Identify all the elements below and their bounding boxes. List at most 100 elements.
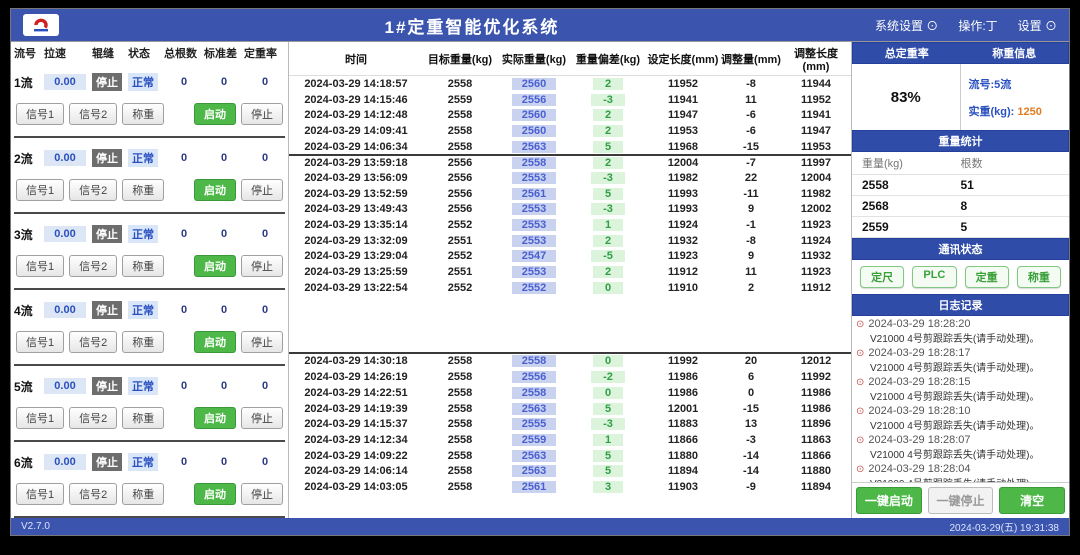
cell-target-weight: 2558 <box>447 386 473 399</box>
log-entry: ⊙2024-03-29 18:28:04V21000 4号剪跟踪丢失(请手动处理… <box>856 463 1065 482</box>
log-alert-icon: ⊙ <box>856 318 865 330</box>
signal2-button[interactable]: 信号2 <box>69 102 118 125</box>
stream-col-5: 总根数 <box>164 48 197 60</box>
stream-col-4: 状态 <box>128 48 150 60</box>
stop-button[interactable]: 停止 <box>241 406 283 429</box>
titlebar-menu-item-3[interactable]: 设置 ⊙ <box>1017 18 1057 33</box>
stop-button[interactable]: 停止 <box>241 482 283 505</box>
log-list[interactable]: ⊙ 2024-03-29 18:28:20 V21000 4号剪跟踪丢失(请手动处理… <box>852 316 1069 482</box>
weight-deviation-value: 5 <box>592 402 624 415</box>
weigh-stream-line: 流号:5流 <box>969 76 1062 92</box>
comm-button-2[interactable]: PLC <box>912 266 957 288</box>
stream-rate-value: 0 <box>261 76 269 89</box>
history-row: 2024-03-29 13:59:18 2556 2558 2 12004 -7 11997 <box>289 154 851 170</box>
cell-adjustment: 6 <box>747 371 755 384</box>
stream-col-2: 拉速 <box>44 48 66 60</box>
cell-set-length: 11968 <box>668 140 698 153</box>
signal1-button[interactable]: 信号1 <box>16 102 65 125</box>
history-row: 2024-03-29 14:12:48 2558 2560 2 11947 -6 11941 <box>289 107 851 123</box>
comm-button-1[interactable]: 定尺 <box>860 266 905 288</box>
signal1-button[interactable]: 信号1 <box>16 330 65 353</box>
cell-time: 2024-03-29 14:15:46 <box>304 93 408 106</box>
start-button[interactable]: 启动 <box>194 254 236 277</box>
cell-weight-deviation: 2 <box>571 234 645 247</box>
history-col-6: 调整量(mm) <box>721 54 781 66</box>
history-col-3: 实际重量(kg) <box>501 54 567 66</box>
cell-actual-weight: 2556 <box>497 93 571 106</box>
cell-weight-deviation: -3 <box>571 418 645 431</box>
stream-total-value: 0 <box>180 304 188 317</box>
cell-target-weight: 2558 <box>447 109 473 122</box>
start-all-button[interactable]: 一键启动 <box>856 487 922 514</box>
stream-rate-value: 0 <box>261 456 269 469</box>
weight-stats-row: 2559 5 <box>852 217 1069 238</box>
cell-actual-weight: 2563 <box>497 402 571 415</box>
weigh-button[interactable]: 称重 <box>122 330 165 353</box>
cell-adjusted-length: 11992 <box>801 371 831 384</box>
stream-buttons-row: 信号1 信号2 称重 启动 停止 <box>14 102 285 125</box>
weigh-button[interactable]: 称重 <box>122 178 165 201</box>
titlebar-menu-item-1[interactable]: 系统设置 ⊙ <box>874 18 939 33</box>
signal1-button[interactable]: 信号1 <box>16 254 65 277</box>
stream-status-badge: 正常 <box>128 225 158 244</box>
history-col-4: 重量偏差(kg) <box>575 54 641 66</box>
stop-button[interactable]: 停止 <box>241 178 283 201</box>
cell-time: 2024-03-29 13:56:09 <box>304 171 408 184</box>
cell-adjusted-length: 12002 <box>800 203 832 216</box>
cell-time: 2024-03-29 14:09:22 <box>304 449 408 462</box>
history-col-1: 时间 <box>345 54 367 66</box>
cell-adjustment: -3 <box>746 433 756 446</box>
stream-status-badge: 正常 <box>128 301 158 320</box>
cell-weight-deviation: -3 <box>571 171 645 184</box>
weigh-button[interactable]: 称重 <box>122 102 165 125</box>
cell-weight-deviation: 5 <box>571 402 645 415</box>
weigh-button[interactable]: 称重 <box>122 254 165 277</box>
stream-col-1: 流号 <box>14 48 36 60</box>
start-button[interactable]: 启动 <box>194 102 236 125</box>
clear-log-button[interactable]: 清空 <box>999 487 1066 514</box>
cell-time: 2024-03-29 13:22:54 <box>304 281 408 294</box>
signal2-button[interactable]: 信号2 <box>69 178 118 201</box>
cell-weight-deviation: 3 <box>571 480 645 493</box>
cell-target-weight: 2556 <box>447 171 473 184</box>
cell-target-weight: 2558 <box>447 371 473 384</box>
comm-button-4[interactable]: 称重 <box>1016 266 1061 288</box>
signal2-button[interactable]: 信号2 <box>69 330 118 353</box>
cell-set-length: 12004 <box>667 157 699 170</box>
cell-adjusted-length: 11944 <box>801 77 831 90</box>
signal1-button[interactable]: 信号1 <box>16 482 65 505</box>
cell-set-length: 11993 <box>668 203 698 216</box>
start-button[interactable]: 启动 <box>194 330 236 353</box>
weigh-button[interactable]: 称重 <box>122 482 165 505</box>
actual-weight-value: 2560 <box>511 77 557 90</box>
start-button[interactable]: 启动 <box>194 178 236 201</box>
start-button[interactable]: 启动 <box>194 406 236 429</box>
weight-deviation-value: -3 <box>591 418 625 431</box>
signal1-button[interactable]: 信号1 <box>16 406 65 429</box>
signal1-button[interactable]: 信号1 <box>16 178 65 201</box>
start-button[interactable]: 启动 <box>194 482 236 505</box>
stop-button[interactable]: 停止 <box>241 330 283 353</box>
signal2-button[interactable]: 信号2 <box>69 482 118 505</box>
signal2-button[interactable]: 信号2 <box>69 254 118 277</box>
weight-deviation-value: 2 <box>592 157 624 170</box>
stop-button[interactable]: 停止 <box>241 102 283 125</box>
titlebar-menu-item-2[interactable]: 操作:丁 <box>958 18 998 33</box>
comm-button-3[interactable]: 定重 <box>964 266 1009 288</box>
stats-count-value: 8 <box>960 199 968 213</box>
cell-weight-deviation: 2 <box>571 124 645 137</box>
history-row: 2024-03-29 13:49:43 2556 2553 -3 11993 9 12002 <box>289 202 851 218</box>
cell-time: 2024-03-29 13:32:09 <box>304 234 408 247</box>
weigh-button[interactable]: 称重 <box>122 406 165 429</box>
stream-col-6: 标准差 <box>204 48 237 60</box>
weigh-weight-line: 实重(kg): 1250 <box>969 103 1062 119</box>
stop-button[interactable]: 停止 <box>241 254 283 277</box>
cell-actual-weight: 2559 <box>497 433 571 446</box>
weight-deviation-value: 0 <box>592 281 624 294</box>
rate-info-header: 总定重率 称重信息 <box>852 42 1069 64</box>
stop-all-button[interactable]: 一键停止 <box>927 487 994 514</box>
log-alert-icon: ⊙ <box>856 405 865 417</box>
history-row: 2024-03-29 13:52:59 2556 2561 5 11993 -11 1198… <box>289 186 851 202</box>
signal2-button[interactable]: 信号2 <box>69 406 118 429</box>
cell-weight-deviation: 5 <box>571 465 645 478</box>
